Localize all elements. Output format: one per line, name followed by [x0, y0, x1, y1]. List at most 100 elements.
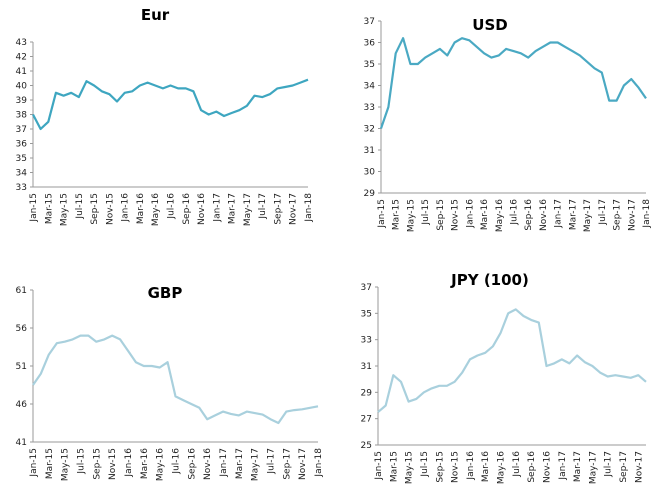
x-tick-label: Jan-18 — [314, 448, 324, 478]
x-tick-label: Sep-17 — [613, 199, 623, 231]
x-tick-label: Jul-16 — [512, 451, 522, 478]
x-tick-label: Jan-16 — [466, 451, 476, 481]
x-tick-label: Jan-15 — [374, 451, 384, 481]
y-tick-label: 40 — [16, 82, 28, 92]
x-tick-label: Jul-17 — [598, 199, 608, 226]
x-tick-label: Jul-16 — [167, 193, 177, 220]
x-tick-label: Sep-17 — [273, 193, 283, 225]
y-tick-label: 41 — [16, 67, 27, 77]
y-tick-label: 37 — [16, 125, 27, 135]
x-tick-label: Mar-15 — [45, 448, 55, 479]
y-tick-label: 36 — [16, 140, 28, 150]
y-tick-label: 27 — [361, 415, 372, 425]
x-tick-label: Jul-16 — [510, 199, 520, 226]
x-tick-label: Jan-16 — [465, 199, 475, 229]
x-tick-label: Sep-15 — [436, 199, 446, 231]
x-tick-label: May-15 — [406, 199, 416, 232]
x-tick-label: Mar-16 — [136, 193, 146, 224]
x-tick-label: Jan-17 — [212, 193, 222, 223]
y-tick-label: 25 — [361, 441, 372, 451]
x-tick-label: May-17 — [243, 193, 253, 226]
line-series — [379, 37, 647, 129]
x-tick-label: Mar-16 — [480, 199, 490, 230]
x-tick-label: May-16 — [497, 451, 507, 484]
y-tick-label: 41 — [16, 438, 27, 448]
chart-title: USD — [472, 16, 507, 34]
chart-title: GBP — [148, 284, 183, 302]
x-tick-label: Jan-16 — [121, 193, 131, 223]
line-series — [377, 308, 647, 413]
x-tick-label: Nov-16 — [203, 448, 213, 480]
line-series — [32, 78, 309, 131]
x-tick-label: Sep-16 — [187, 448, 197, 480]
y-tick-label: 29 — [361, 388, 373, 398]
x-tick-label: Jan-18 — [642, 199, 652, 229]
x-tick-label: May-16 — [156, 448, 166, 481]
x-tick-label: Sep-15 — [435, 451, 445, 483]
y-tick-label: 31 — [364, 146, 375, 156]
y-tick-label: 34 — [16, 169, 28, 179]
x-tick-label: Jan-18 — [304, 193, 314, 223]
x-tick-label: Sep-15 — [92, 448, 102, 480]
x-tick-label: Mar-15 — [389, 451, 399, 482]
x-tick-label: Sep-17 — [619, 451, 629, 483]
x-tick-label: Nov-15 — [108, 448, 118, 480]
x-tick-label: Nov-17 — [634, 451, 644, 483]
x-tick-label: Jul-17 — [267, 448, 277, 475]
y-tick-label: 30 — [364, 168, 376, 178]
x-tick-label: May-17 — [588, 451, 598, 484]
x-tick-label: Sep-15 — [90, 193, 100, 225]
x-tick-label: Nov-16 — [539, 199, 549, 231]
x-tick-label: Mar-16 — [481, 451, 491, 482]
x-tick-label: Mar-17 — [573, 451, 583, 482]
y-tick-label: 35 — [16, 154, 27, 164]
y-tick-label: 51 — [16, 362, 27, 372]
y-tick-label: 37 — [364, 17, 375, 27]
x-tick-label: Mar-16 — [140, 448, 150, 479]
x-tick-label: May-16 — [495, 199, 505, 232]
y-tick-label: 43 — [16, 38, 27, 48]
y-tick-label: 34 — [364, 82, 376, 92]
y-tick-label: 38 — [16, 111, 28, 121]
y-tick-label: 31 — [361, 362, 372, 372]
x-tick-label: Jul-15 — [75, 193, 85, 220]
y-tick-label: 56 — [16, 324, 28, 334]
x-tick-label: Jan-17 — [554, 199, 564, 229]
x-tick-label: Nov-15 — [451, 451, 461, 483]
x-tick-label: Sep-16 — [524, 199, 534, 231]
x-tick-label: May-16 — [151, 193, 161, 226]
x-tick-label: Jan-15 — [29, 193, 39, 223]
x-tick-label: Nov-17 — [627, 199, 637, 231]
x-tick-label: Jan-16 — [124, 448, 134, 478]
x-tick-label: Mar-15 — [44, 193, 54, 224]
x-tick-label: Jan-17 — [219, 448, 229, 478]
x-tick-label: May-17 — [251, 448, 261, 481]
x-tick-label: Sep-16 — [527, 451, 537, 483]
x-tick-label: May-15 — [405, 451, 415, 484]
x-tick-label: Jan-15 — [377, 199, 387, 229]
x-tick-label: May-15 — [60, 193, 70, 226]
x-tick-label: Jul-15 — [421, 199, 431, 226]
x-tick-label: Sep-16 — [182, 193, 192, 225]
x-tick-label: Mar-17 — [235, 448, 245, 479]
y-tick-label: 46 — [16, 400, 28, 410]
x-tick-label: Jul-17 — [604, 451, 614, 478]
x-tick-label: May-17 — [583, 199, 593, 232]
x-tick-label: Nov-16 — [197, 193, 207, 225]
x-tick-label: Mar-15 — [392, 199, 402, 230]
x-tick-label: Mar-17 — [228, 193, 238, 224]
chart-title: Eur — [141, 6, 170, 24]
y-tick-label: 42 — [16, 53, 27, 63]
y-tick-label: 33 — [16, 183, 27, 193]
x-tick-label: Jul-16 — [172, 448, 182, 475]
chart-title: JPY (100) — [450, 271, 529, 289]
y-tick-label: 35 — [364, 60, 375, 70]
x-tick-label: Mar-17 — [568, 199, 578, 230]
x-tick-label: Jul-15 — [77, 448, 87, 475]
x-tick-label: Jul-17 — [258, 193, 268, 220]
x-tick-label: Nov-15 — [105, 193, 115, 225]
y-tick-label: 37 — [361, 283, 372, 293]
y-tick-label: 32 — [364, 125, 375, 135]
line-series — [32, 334, 319, 425]
x-tick-label: Nov-17 — [289, 193, 299, 225]
